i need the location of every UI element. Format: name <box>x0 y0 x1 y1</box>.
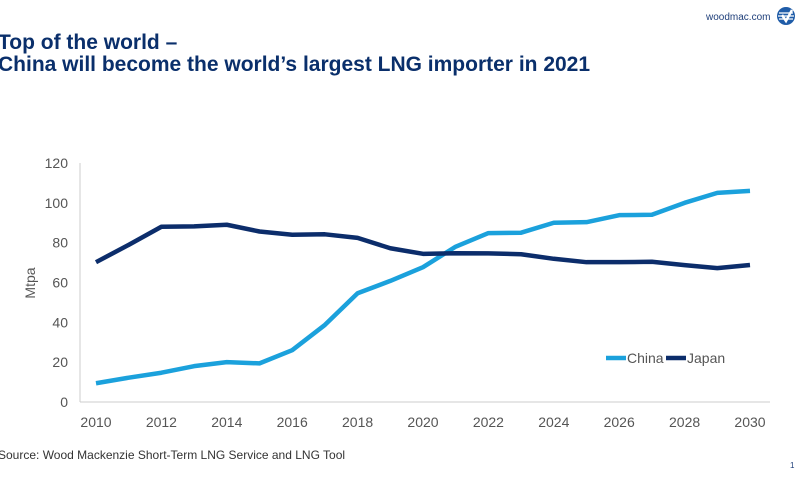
y-axis-label: Mtpa <box>22 267 38 298</box>
y-tick-label: 60 <box>52 275 68 291</box>
page-number: 1 <box>790 461 795 470</box>
x-tick-label: 2020 <box>407 414 438 430</box>
y-tick-label: 80 <box>52 235 68 251</box>
x-tick-label: 2014 <box>211 414 242 430</box>
x-tick-label: 2024 <box>538 414 569 430</box>
y-tick-label: 0 <box>60 394 68 410</box>
source-note: Source: Wood Mackenzie Short-Term LNG Se… <box>0 448 346 462</box>
x-tick-label: 2016 <box>277 414 308 430</box>
chart-subtitle: China will become the world’s largest LN… <box>0 53 591 76</box>
legend-label-japan: Japan <box>687 350 725 366</box>
y-tick-label: 40 <box>52 314 68 330</box>
x-tick-label: 2010 <box>80 414 111 430</box>
x-tick-label: 2012 <box>146 414 177 430</box>
x-tick-label: 2026 <box>604 414 635 430</box>
x-tick-label: 2028 <box>669 414 700 430</box>
legend-label-china: China <box>627 350 664 366</box>
x-tick-label: 2030 <box>734 414 765 430</box>
website-link[interactable]: woodmac.com <box>706 12 771 23</box>
y-tick-label: 20 <box>52 354 68 370</box>
series-line-japan <box>94 222 751 271</box>
woodmac-logo-icon <box>777 7 795 25</box>
x-tick-label: 2022 <box>473 414 504 430</box>
x-tick-label: 2018 <box>342 414 373 430</box>
y-tick-label: 100 <box>45 195 69 211</box>
y-tick-label: 120 <box>45 155 69 171</box>
chart-title: Top of the world – <box>0 31 178 54</box>
